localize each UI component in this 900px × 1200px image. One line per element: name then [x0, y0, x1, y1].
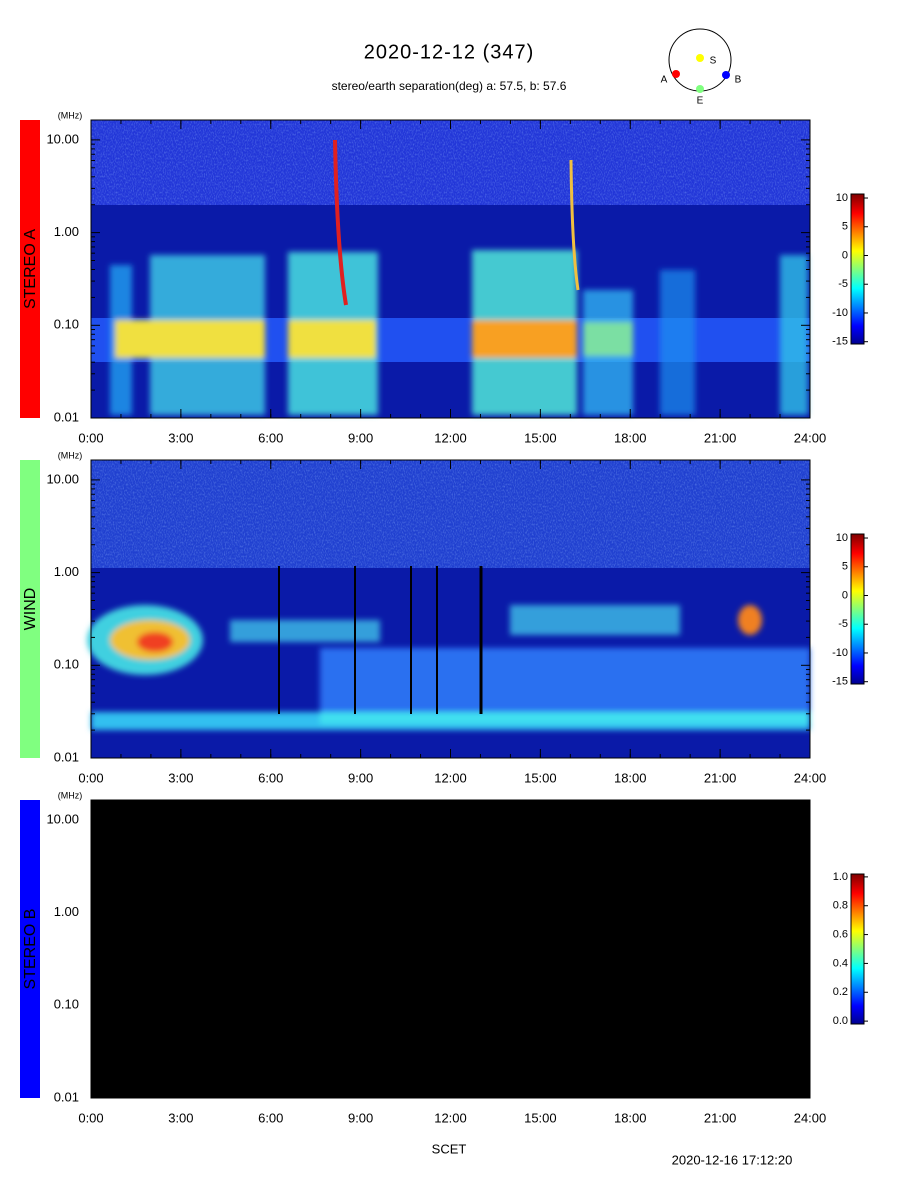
orbit-label: A [661, 75, 668, 86]
orbit-dot [672, 70, 680, 78]
x-tick-label: 6:00 [258, 770, 283, 785]
colorbar-tick-label: 0.8 [833, 900, 848, 912]
colorbar-tick-label: -10 [832, 307, 848, 319]
x-tick-label: 18:00 [614, 1110, 647, 1125]
colorbar-tick-label: 0 [842, 589, 848, 601]
y-tick-label: 0.01 [54, 749, 79, 764]
colorbar [850, 193, 865, 345]
y-tick-label: 10.00 [46, 131, 79, 146]
x-tick-label: 0:00 [78, 770, 103, 785]
x-tick-label: 18:00 [614, 430, 647, 445]
x-tick-label: 15:00 [524, 430, 557, 445]
x-tick-label: 9:00 [348, 430, 373, 445]
subtitle: stereo/earth separation(deg) a: 57.5, b:… [332, 79, 567, 93]
title: 2020-12-12 (347) [364, 41, 535, 63]
panel-label-bar [20, 120, 40, 418]
x-tick-label: 21:00 [704, 430, 737, 445]
colorbar-tick-label: 5 [842, 561, 848, 573]
x-tick-label: 12:00 [434, 430, 467, 445]
colorbar-tick-label: 5 [842, 221, 848, 233]
y-tick-label: 0.10 [54, 657, 79, 672]
y-tick-label: 0.10 [54, 997, 79, 1012]
footer: 2020-12-16 17:12:20 [672, 1152, 793, 1167]
x-tick-label: 12:00 [434, 1110, 467, 1125]
panel-label-bar [20, 800, 40, 1098]
x-tick-label: 24:00 [794, 770, 827, 785]
colorbar [850, 533, 865, 685]
y-tick-label: 1.00 [54, 224, 79, 239]
panel-label: STEREO A [22, 229, 39, 309]
x-tick-label: 15:00 [524, 1110, 557, 1125]
y-unit: (MHz) [58, 450, 83, 460]
y-tick-label: 0.01 [54, 409, 79, 424]
panel-label: WIND [22, 588, 39, 631]
colorbar-tick-label: 0.2 [833, 986, 848, 998]
x-tick-label: 6:00 [258, 430, 283, 445]
colorbar-tick-label: -5 [838, 618, 848, 630]
x-tick-label: 21:00 [704, 1110, 737, 1125]
y-unit: (MHz) [58, 110, 83, 120]
y-tick-label: 0.01 [54, 1089, 79, 1104]
y-tick-label: 10.00 [46, 471, 79, 486]
spectrogram-image [91, 800, 810, 1098]
x-tick-label: 15:00 [524, 770, 557, 785]
colorbar-tick-label: 10 [836, 192, 848, 204]
panel-label: STEREO B [22, 909, 39, 990]
y-unit: (MHz) [58, 790, 83, 800]
orbit-dot [696, 54, 704, 62]
colorbar-tick-label: -15 [832, 336, 848, 348]
x-tick-label: 9:00 [348, 770, 373, 785]
colorbar-tick-label: -5 [838, 278, 848, 290]
x-tick-label: 18:00 [614, 770, 647, 785]
colorbar-tick-label: -15 [832, 676, 848, 688]
x-tick-label: 9:00 [348, 1110, 373, 1125]
colorbar-tick-label: -10 [832, 647, 848, 659]
orbit-label: B [735, 75, 742, 86]
panel-label-bar [20, 460, 40, 758]
colorbar-tick-label: 1.0 [833, 871, 848, 883]
colorbar-tick-label: 10 [836, 532, 848, 544]
x-tick-label: 24:00 [794, 1110, 827, 1125]
x-tick-label: 12:00 [434, 770, 467, 785]
colorbar-tick-label: 0.4 [833, 957, 848, 969]
spectrogram-image [91, 120, 810, 418]
y-tick-label: 0.10 [54, 317, 79, 332]
x-tick-label: 3:00 [168, 770, 193, 785]
y-tick-label: 1.00 [54, 904, 79, 919]
y-tick-label: 1.00 [54, 564, 79, 579]
orbit-dot [696, 85, 704, 93]
orbit-label: E [697, 96, 704, 107]
y-tick-label: 10.00 [46, 811, 79, 826]
x-tick-label: 3:00 [168, 430, 193, 445]
orbit-label: S [710, 56, 717, 67]
spectrogram-image [87, 460, 810, 758]
x-tick-label: 6:00 [258, 1110, 283, 1125]
x-tick-label: 21:00 [704, 770, 737, 785]
colorbar [850, 873, 865, 1025]
colorbar-tick-label: 0.0 [833, 1015, 848, 1027]
x-tick-label: 3:00 [168, 1110, 193, 1125]
orbit-dot [722, 71, 730, 79]
colorbar-tick-label: 0.6 [833, 928, 848, 940]
colorbar-tick-label: 0 [842, 249, 848, 261]
x-axis-label: SCET [432, 1141, 467, 1156]
x-tick-label: 24:00 [794, 430, 827, 445]
x-tick-label: 0:00 [78, 1110, 103, 1125]
x-tick-label: 0:00 [78, 430, 103, 445]
